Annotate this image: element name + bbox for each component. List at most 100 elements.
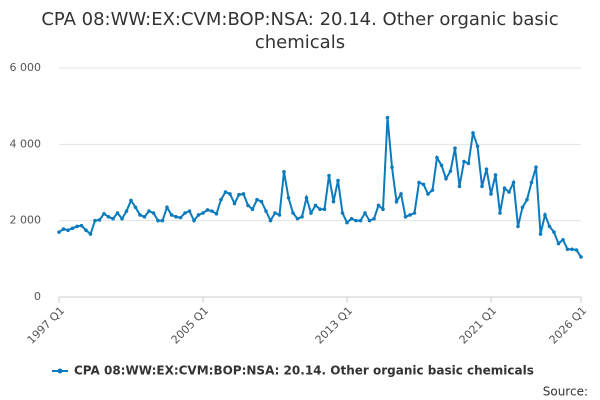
data-point [295, 216, 300, 221]
data-point [520, 205, 525, 210]
data-point [376, 203, 381, 208]
data-point [358, 218, 363, 223]
x-tick-label: 2013 Q1 [313, 304, 356, 347]
data-point [228, 192, 232, 196]
y-tick-label: 6 000 [10, 61, 42, 74]
data-point [565, 247, 570, 252]
data-point [192, 218, 196, 223]
data-point [529, 180, 534, 185]
data-point [561, 237, 565, 242]
data-point [70, 226, 75, 231]
data-point [237, 192, 241, 197]
data-point [484, 167, 489, 171]
data-point [385, 115, 390, 120]
source: Source: [543, 385, 588, 399]
series-line [58, 117, 582, 258]
data-point [255, 197, 259, 202]
data-point [435, 155, 439, 160]
data-point [439, 163, 444, 168]
data-point [547, 224, 552, 229]
data-point [570, 247, 574, 252]
data-point [223, 190, 228, 194]
data-point [507, 190, 511, 194]
data-point [363, 211, 367, 215]
data-point [340, 211, 345, 215]
x-tick-label: 2021 Q1 [457, 304, 500, 347]
data-point [93, 218, 97, 223]
data-point [516, 224, 520, 229]
data-point [138, 213, 142, 217]
data-point [354, 218, 358, 223]
data-point [331, 199, 336, 204]
data-point [102, 211, 106, 216]
data-point [430, 188, 435, 192]
y-tick-label: 0 [34, 290, 41, 303]
data-point [457, 184, 462, 189]
data-point [201, 211, 205, 215]
data-point [165, 205, 169, 210]
data-point [147, 209, 151, 213]
data-point [525, 197, 529, 202]
data-point [421, 182, 426, 187]
data-point [579, 255, 583, 259]
legend-label[interactable]: CPA 08:WW:EX:CVM:BOP:NSA: 20.14. Other o… [74, 364, 534, 378]
data-point [156, 218, 160, 223]
data-point [444, 176, 448, 181]
data-point [345, 220, 349, 225]
data-point [277, 213, 282, 217]
data-point [66, 228, 70, 233]
data-point [475, 144, 480, 149]
data-point [543, 213, 547, 217]
data-point [84, 228, 88, 233]
data-point [169, 213, 174, 217]
data-point [264, 209, 268, 213]
data-point [453, 146, 457, 150]
data-point [417, 180, 421, 185]
data-point [300, 215, 304, 219]
data-point [241, 192, 246, 196]
data-point [367, 218, 372, 223]
data-point [534, 165, 538, 170]
data-point [412, 211, 417, 215]
data-point [57, 230, 61, 234]
x-tick-label: 2005 Q1 [169, 304, 212, 347]
data-point [322, 207, 327, 212]
data-point [120, 216, 124, 221]
data-point [349, 216, 354, 221]
data-point [88, 232, 93, 236]
data-point [232, 201, 237, 206]
data-point [124, 209, 129, 213]
data-point [151, 211, 156, 215]
data-point [390, 165, 394, 170]
data-point [318, 207, 322, 212]
data-point [462, 159, 466, 164]
data-point [115, 211, 120, 215]
data-point [214, 211, 219, 216]
data-point [313, 203, 318, 208]
data-point [286, 195, 291, 200]
data-point [403, 215, 408, 219]
data-point [79, 223, 84, 228]
data-point [282, 170, 286, 174]
data-point [381, 207, 385, 212]
data-point [111, 216, 115, 221]
data-point [336, 178, 340, 183]
data-point [480, 184, 484, 189]
data-point [489, 192, 493, 196]
data-point [273, 211, 277, 215]
data-point [174, 215, 178, 219]
data-point [142, 215, 147, 219]
data-point [493, 173, 498, 177]
data-point [291, 211, 295, 215]
data-point [129, 198, 133, 203]
data-point [187, 209, 192, 213]
y-tick-label: 4 000 [10, 137, 42, 150]
data-point [97, 218, 102, 222]
y-tick-label: 2 000 [10, 214, 42, 227]
data-point [106, 215, 111, 219]
data-point [372, 216, 376, 221]
data-point [448, 169, 453, 173]
data-point [268, 218, 273, 223]
data-point [511, 180, 516, 185]
